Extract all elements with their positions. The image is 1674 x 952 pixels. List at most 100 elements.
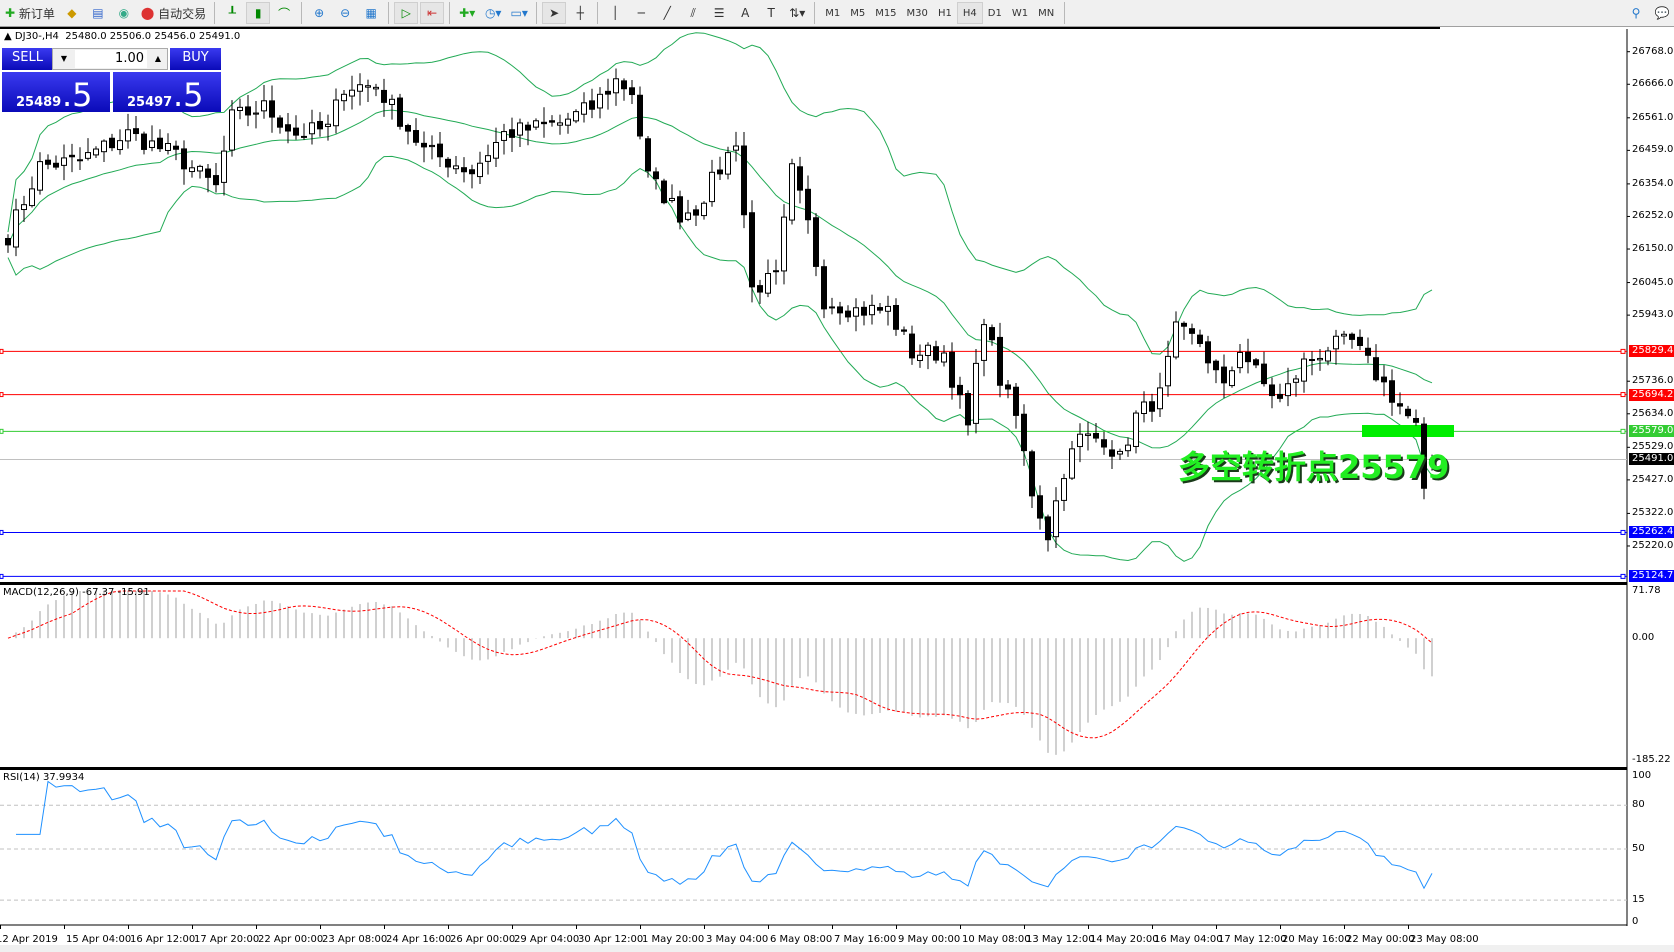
candle-body xyxy=(45,159,51,165)
timeframe-d1[interactable]: D1 xyxy=(987,7,1002,19)
autoscroll-icon[interactable]: ▷ xyxy=(394,2,419,24)
candle-body xyxy=(261,100,267,112)
lot-stepper[interactable]: ▼ 1.00 ▲ xyxy=(52,48,168,70)
time-axis-label: 16 May 04:00 xyxy=(1154,934,1223,945)
chart-shift-icon[interactable]: ⇤ xyxy=(420,2,445,24)
candle xyxy=(301,123,307,140)
candle xyxy=(1061,473,1067,512)
crosshair-icon[interactable]: ┼ xyxy=(576,6,584,20)
price-axis-tick: 25322.0 xyxy=(1632,507,1674,519)
candle-body xyxy=(973,362,979,424)
candle-body xyxy=(69,154,75,158)
cursor-icon[interactable]: ➤ xyxy=(542,2,567,24)
periods-icon[interactable]: ◷▾ xyxy=(484,6,502,20)
candle-body xyxy=(589,100,595,110)
candle xyxy=(21,195,27,222)
candle xyxy=(157,129,163,152)
level-handle xyxy=(1620,348,1626,354)
timeframe-m15[interactable]: M15 xyxy=(875,7,897,19)
arrows-icon[interactable]: ⇅▾ xyxy=(789,6,806,20)
turning-point-annotation[interactable]: 多空转折点25579 xyxy=(1178,448,1450,486)
candle xyxy=(133,115,139,141)
chart-canvas[interactable] xyxy=(0,29,1674,945)
candle-body xyxy=(1293,378,1299,383)
tile-windows-icon[interactable]: ▦ xyxy=(365,6,377,20)
lot-increase-button[interactable]: ▲ xyxy=(154,54,162,63)
candle xyxy=(1253,358,1259,369)
candle-body xyxy=(1277,393,1283,399)
bar-chart-icon[interactable]: ┸ xyxy=(228,6,236,20)
candle xyxy=(877,302,883,314)
vertical-line-icon[interactable]: │ xyxy=(611,6,619,20)
candle-body xyxy=(277,117,283,128)
timeframe-m30[interactable]: M30 xyxy=(906,7,928,19)
toolbar-separator xyxy=(536,2,538,24)
timeframe-m1[interactable]: M1 xyxy=(825,7,841,19)
candle xyxy=(741,131,747,229)
buy-button[interactable]: BUY xyxy=(170,48,221,70)
candle-body xyxy=(805,188,811,221)
chat-icon[interactable]: 💬 xyxy=(1654,6,1670,20)
candle xyxy=(789,158,795,225)
candle-body xyxy=(1405,408,1411,417)
timeframe-h1[interactable]: H1 xyxy=(937,7,952,19)
candle-body xyxy=(1357,336,1363,347)
equidistant-channel-icon[interactable]: ⫽ xyxy=(690,5,696,20)
candle-body xyxy=(141,133,147,150)
candle-body xyxy=(13,209,19,248)
sell-button[interactable]: SELL xyxy=(2,48,53,70)
timeframe-h4[interactable]: H4 xyxy=(956,2,983,24)
candle-body xyxy=(565,118,571,126)
candle-body xyxy=(1029,451,1035,497)
candlestick-icon[interactable]: ▮ xyxy=(246,2,271,24)
candle-body xyxy=(709,171,715,203)
candle xyxy=(1317,348,1323,371)
collapse-icon[interactable]: ▲ xyxy=(4,31,15,42)
timeframe-m5[interactable]: M5 xyxy=(850,7,866,19)
horizontal-line-icon[interactable]: ─ xyxy=(637,6,645,20)
candle xyxy=(493,127,499,167)
price-axis-tick: 26666.0 xyxy=(1632,78,1674,90)
sell-price-pips: .5 xyxy=(62,76,93,114)
candle xyxy=(1237,344,1243,374)
timeframe-w1[interactable]: W1 xyxy=(1011,7,1029,19)
level-handle xyxy=(1620,529,1626,535)
candle-body xyxy=(1109,449,1115,457)
candle xyxy=(941,345,947,367)
fibonacci-icon[interactable]: ☰ xyxy=(713,6,725,20)
market-watch-icon[interactable]: ◆ xyxy=(67,6,77,20)
candle xyxy=(637,86,643,140)
sell-price-button[interactable]: 25489 .5 xyxy=(2,72,110,114)
line-chart-icon[interactable]: ⌒ xyxy=(278,6,291,21)
signals-icon[interactable]: ◉ xyxy=(118,6,130,20)
candle xyxy=(1173,311,1179,360)
search-icon[interactable]: ⚲ xyxy=(1631,6,1641,20)
candle-body xyxy=(741,145,747,216)
candle-body xyxy=(1133,412,1139,447)
sell-price: 25489 xyxy=(16,95,62,110)
candle-body xyxy=(1285,383,1291,397)
buy-price-button[interactable]: 25497 .5 xyxy=(113,72,221,114)
templates-icon[interactable]: ▭▾ xyxy=(510,6,528,20)
text-icon[interactable]: A xyxy=(741,6,750,20)
candle-body xyxy=(469,169,475,175)
candle-body xyxy=(677,196,683,223)
trendline-icon[interactable]: ╱ xyxy=(663,6,671,20)
lot-decrease-button[interactable]: ▼ xyxy=(60,54,68,63)
timeframe-mn[interactable]: MN xyxy=(1038,7,1055,19)
pane-separator xyxy=(0,582,1627,585)
candle-body xyxy=(373,86,379,90)
text-label-icon[interactable]: T xyxy=(767,6,775,20)
data-window-icon[interactable]: ▤ xyxy=(92,6,104,20)
candle-body xyxy=(109,137,115,149)
zoom-out-icon[interactable]: ⊖ xyxy=(340,6,351,20)
toolbar-separator xyxy=(214,2,216,24)
buy-price: 25497 xyxy=(127,95,173,110)
zoom-in-icon[interactable]: ⊕ xyxy=(314,6,325,20)
indicators-icon[interactable]: ✚▾ xyxy=(459,6,476,20)
auto-trading-button[interactable]: ⬤ 自动交易 xyxy=(138,2,209,24)
candle xyxy=(853,298,859,332)
lot-input[interactable]: 1.00 xyxy=(75,50,147,68)
time-axis-label: 30 Apr 12:00 xyxy=(578,934,644,945)
new-order-button[interactable]: ✚ 新订单 xyxy=(2,2,58,24)
